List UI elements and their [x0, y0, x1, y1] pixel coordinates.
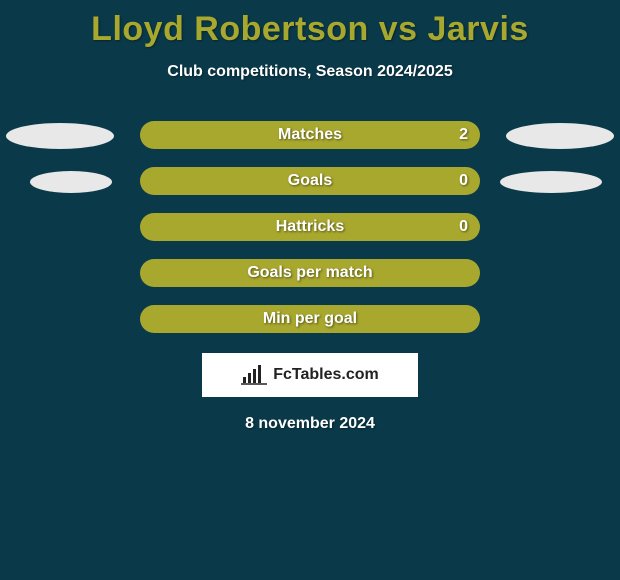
stat-bar: Min per goal — [140, 305, 480, 333]
stat-bar: Hattricks 0 — [140, 213, 480, 241]
logo-text: FcTables.com — [273, 366, 379, 384]
comparison-rows: Matches 2 Goals 0 Hattricks 0 Goals per … — [0, 121, 620, 335]
right-ellipse — [506, 123, 614, 149]
stat-bar: Goals 0 — [140, 167, 480, 195]
left-ellipse — [6, 123, 114, 149]
stat-bar: Goals per match — [140, 259, 480, 287]
bar-value: 0 — [459, 172, 468, 190]
row-hattricks: Hattricks 0 — [0, 213, 620, 243]
row-goals-per-match: Goals per match — [0, 259, 620, 289]
barchart-icon — [241, 365, 267, 385]
bar-value: 2 — [459, 126, 468, 144]
row-min-per-goal: Min per goal — [0, 305, 620, 335]
left-ellipse-small — [30, 171, 112, 193]
subtitle: Club competitions, Season 2024/2025 — [0, 63, 620, 81]
right-ellipse-small — [500, 171, 602, 193]
bar-label: Matches — [278, 126, 342, 144]
stat-bar: Matches 2 — [140, 121, 480, 149]
date-text: 8 november 2024 — [0, 415, 620, 433]
bar-value: 0 — [459, 218, 468, 236]
bar-label: Goals per match — [247, 264, 372, 282]
bar-label: Hattricks — [276, 218, 344, 236]
logo: FcTables.com — [241, 365, 379, 385]
bar-label: Min per goal — [263, 310, 357, 328]
page-title: Lloyd Robertson vs Jarvis — [0, 0, 620, 49]
logo-box: FcTables.com — [202, 353, 418, 397]
bar-label: Goals — [288, 172, 332, 190]
row-goals: Goals 0 — [0, 167, 620, 197]
row-matches: Matches 2 — [0, 121, 620, 151]
